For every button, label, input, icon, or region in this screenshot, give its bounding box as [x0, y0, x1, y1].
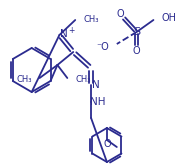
Text: N: N	[92, 80, 100, 90]
Text: O: O	[133, 46, 140, 56]
Text: O: O	[103, 139, 111, 149]
Text: ⁻O: ⁻O	[96, 42, 109, 52]
Text: O: O	[117, 9, 125, 19]
Text: OH: OH	[161, 13, 176, 23]
Text: +: +	[68, 26, 75, 35]
Text: CH₃: CH₃	[16, 74, 32, 84]
Text: CH₃: CH₃	[83, 15, 99, 24]
Text: CH₃: CH₃	[75, 74, 91, 84]
Text: S: S	[133, 27, 140, 37]
Text: N: N	[60, 29, 68, 39]
Text: NH: NH	[90, 97, 106, 107]
